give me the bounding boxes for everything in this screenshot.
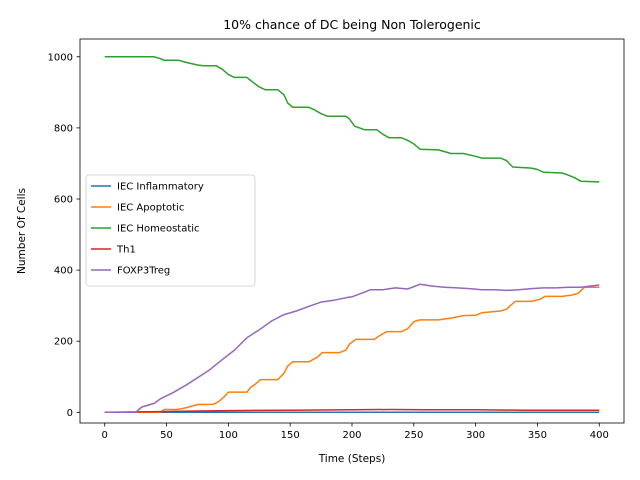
legend-label-0: IEC Inflammatory bbox=[117, 182, 204, 193]
x-tick-label-1: 50 bbox=[160, 430, 173, 441]
x-tick-label-4: 200 bbox=[342, 430, 361, 441]
series-line-3 bbox=[104, 408, 600, 414]
legend-box bbox=[85, 174, 256, 287]
legend-label-1: IEC Apoptotic bbox=[117, 203, 184, 214]
chart-title: 10% chance of DC being Non Tolerogenic bbox=[223, 17, 481, 32]
series-line-4 bbox=[104, 283, 600, 414]
x-tick-label-5: 250 bbox=[404, 430, 423, 441]
x-tick-label-3: 150 bbox=[281, 430, 300, 441]
axis-ticks: 0 50 100 150 200 250 300 350 400 0 200 400 600 800 100… bbox=[48, 52, 609, 441]
y-axis-label: Number Of Cells bbox=[16, 188, 28, 274]
y-tick-label-5: 1000 bbox=[48, 52, 73, 63]
x-tick-label-0: 0 bbox=[102, 430, 108, 441]
y-tick-label-2: 400 bbox=[54, 266, 73, 277]
y-tick-label-0: 0 bbox=[67, 408, 73, 419]
x-tick-label-8: 400 bbox=[590, 430, 609, 441]
series-line-1 bbox=[104, 286, 600, 414]
legend-label-2: IEC Homeostatic bbox=[117, 224, 200, 235]
x-tick-label-2: 100 bbox=[219, 430, 238, 441]
x-tick-label-6: 300 bbox=[466, 430, 485, 441]
series-lines bbox=[104, 56, 600, 414]
legend-label-4: FOXP3Treg bbox=[117, 266, 170, 277]
series-line-2 bbox=[104, 56, 600, 183]
y-tick-label-3: 600 bbox=[54, 195, 73, 206]
legend-label-3: Th1 bbox=[116, 245, 136, 256]
y-tick-label-4: 800 bbox=[54, 123, 73, 134]
x-axis-label: Time (Steps) bbox=[318, 453, 386, 465]
legend: IEC Inflammatory IEC Apoptotic IEC Homeost… bbox=[85, 174, 256, 287]
y-tick-label-1: 200 bbox=[54, 337, 73, 348]
x-tick-label-7: 350 bbox=[528, 430, 547, 441]
